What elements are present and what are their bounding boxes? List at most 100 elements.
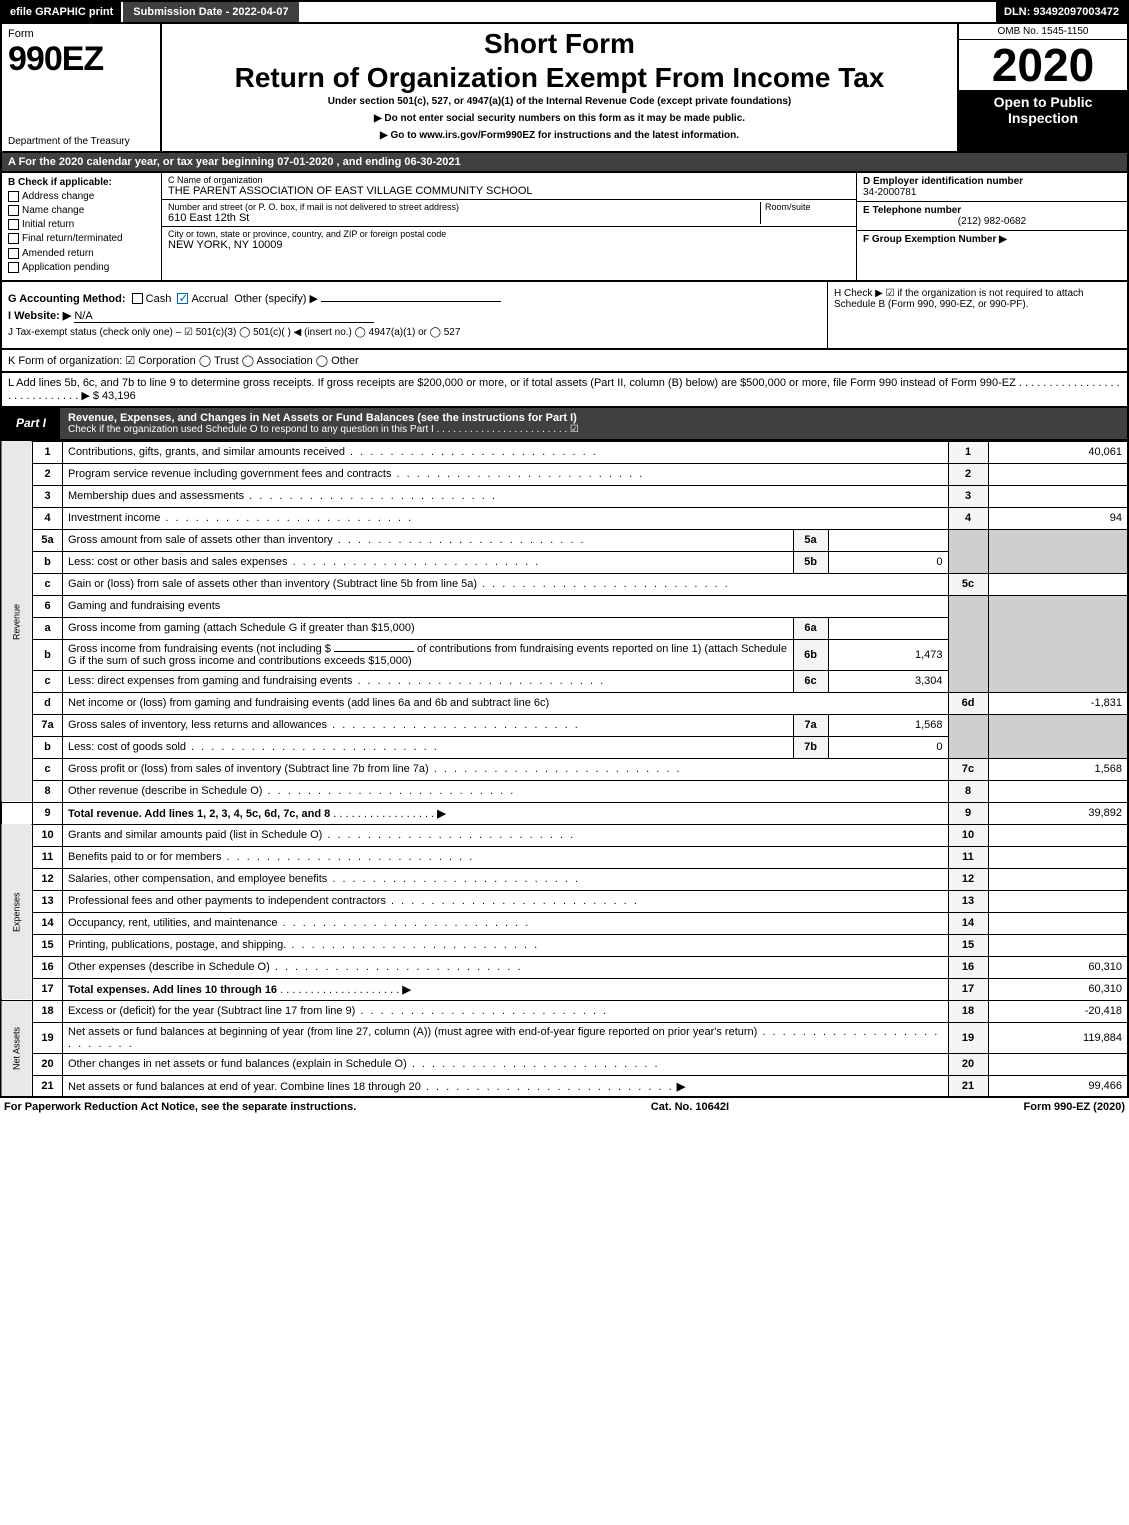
row-ghij: G Accounting Method: Cash Accrual Other … xyxy=(0,282,1129,350)
l20-num: 20 xyxy=(948,1053,988,1075)
l8-val xyxy=(988,780,1128,802)
l7b-desc: Less: cost of goods sold xyxy=(68,741,439,753)
l6-no: 6 xyxy=(33,595,63,617)
chk-final-return[interactable]: Final return/terminated xyxy=(8,233,155,244)
l16-val: 60,310 xyxy=(988,956,1128,978)
l2-num: 2 xyxy=(948,463,988,485)
l7c-num: 7c xyxy=(948,758,988,780)
l7a-subval: 1,568 xyxy=(828,714,948,736)
l5c-no: c xyxy=(33,573,63,595)
row-l-text: L Add lines 5b, 6c, and 7b to line 9 to … xyxy=(8,377,1120,402)
chk-application-pending[interactable]: Application pending xyxy=(8,262,155,273)
l6c-desc: Less: direct expenses from gaming and fu… xyxy=(68,675,605,687)
l12-num: 12 xyxy=(948,868,988,890)
row-l-value: $ 43,196 xyxy=(93,390,136,402)
l5b-subval: 0 xyxy=(828,551,948,573)
l12-no: 12 xyxy=(33,868,63,890)
form-word: Form xyxy=(8,28,154,40)
l18-desc: Excess or (deficit) for the year (Subtra… xyxy=(68,1005,608,1017)
row-h: H Check ▶ ☑ if the organization is not r… xyxy=(827,282,1127,348)
line-5a: 5a Gross amount from sale of assets othe… xyxy=(1,529,1128,551)
l16-num: 16 xyxy=(948,956,988,978)
line-6d: d Net income or (loss) from gaming and f… xyxy=(1,692,1128,714)
l10-no: 10 xyxy=(33,824,63,846)
opt-other-specify: Other (specify) ▶ xyxy=(234,293,318,305)
opt-amended-return: Amended return xyxy=(22,248,94,259)
chk-address-change[interactable]: Address change xyxy=(8,191,155,202)
l6a-desc: Gross income from gaming (attach Schedul… xyxy=(63,617,794,639)
l20-desc: Other changes in net assets or fund bala… xyxy=(68,1058,660,1070)
l10-desc: Grants and similar amounts paid (list in… xyxy=(68,829,575,841)
street-label: Number and street (or P. O. box, if mail… xyxy=(168,202,760,212)
line-10: Expenses 10 Grants and similar amounts p… xyxy=(1,824,1128,846)
l1-val: 40,061 xyxy=(988,441,1128,463)
row-j: J Tax-exempt status (check only one) – ☑… xyxy=(8,327,821,338)
part1-table: Revenue 1 Contributions, gifts, grants, … xyxy=(0,441,1129,1099)
l6d-no: d xyxy=(33,692,63,714)
line-7a: 7a Gross sales of inventory, less return… xyxy=(1,714,1128,736)
l7a-no: 7a xyxy=(33,714,63,736)
l21-num: 21 xyxy=(948,1075,988,1097)
l14-val xyxy=(988,912,1128,934)
l19-desc: Net assets or fund balances at beginning… xyxy=(68,1026,939,1050)
l11-desc: Benefits paid to or for members xyxy=(68,851,474,863)
group-exemption-label: F Group Exemption Number ▶ xyxy=(863,234,1121,245)
dln: DLN: 93492097003472 xyxy=(996,2,1127,22)
section-b: B Check if applicable: Address change Na… xyxy=(2,173,162,280)
l7a-sub: 7a xyxy=(793,714,828,736)
block-bcdef: B Check if applicable: Address change Na… xyxy=(0,173,1129,282)
line-1: Revenue 1 Contributions, gifts, grants, … xyxy=(1,441,1128,463)
l1-no: 1 xyxy=(33,441,63,463)
dept-treasury: Department of the Treasury xyxy=(8,136,154,147)
line-9: 9 Total revenue. Add lines 1, 2, 3, 4, 5… xyxy=(1,802,1128,824)
ein-value: 34-2000781 xyxy=(863,187,1121,198)
l17-num: 17 xyxy=(948,978,988,1000)
l7c-desc: Gross profit or (loss) from sales of inv… xyxy=(68,763,682,775)
opt-final-return: Final return/terminated xyxy=(22,234,123,245)
opt-accrual: Accrual xyxy=(191,293,228,305)
part1-header: Part I Revenue, Expenses, and Changes in… xyxy=(0,408,1129,441)
l6c-no: c xyxy=(33,670,63,692)
l21-val: 99,466 xyxy=(988,1075,1128,1097)
l15-val xyxy=(988,934,1128,956)
l6a-subval xyxy=(828,617,948,639)
side-revenue: Revenue xyxy=(1,441,33,802)
l10-val xyxy=(988,824,1128,846)
l5c-num: 5c xyxy=(948,573,988,595)
l8-num: 8 xyxy=(948,780,988,802)
l20-val xyxy=(988,1053,1128,1075)
side-expenses: Expenses xyxy=(1,824,33,1000)
l12-desc: Salaries, other compensation, and employ… xyxy=(68,873,580,885)
l5a-sub: 5a xyxy=(793,529,828,551)
top-bar: efile GRAPHIC print Submission Date - 20… xyxy=(0,0,1129,24)
chk-initial-return[interactable]: Initial return xyxy=(8,219,155,230)
phone-value: (212) 982-0682 xyxy=(863,216,1121,227)
side-netassets: Net Assets xyxy=(1,1000,33,1097)
opt-initial-return: Initial return xyxy=(22,219,74,230)
no-ssn-line: ▶ Do not enter social security numbers o… xyxy=(170,113,949,124)
l5c-desc: Gain or (loss) from sale of assets other… xyxy=(68,578,730,590)
row-k: K Form of organization: ☑ Corporation ◯ … xyxy=(0,350,1129,373)
part1-title: Revenue, Expenses, and Changes in Net As… xyxy=(60,408,1127,439)
tax-year: 2020 xyxy=(959,40,1127,90)
line-13: 13 Professional fees and other payments … xyxy=(1,890,1128,912)
header-right: OMB No. 1545-1150 2020 Open to Public In… xyxy=(957,24,1127,151)
line-2: 2 Program service revenue including gove… xyxy=(1,463,1128,485)
l7c-no: c xyxy=(33,758,63,780)
city-value: NEW YORK, NY 10009 xyxy=(168,239,850,251)
l8-desc: Other revenue (describe in Schedule O) xyxy=(68,785,515,797)
l7b-sub: 7b xyxy=(793,736,828,758)
chk-name-change[interactable]: Name change xyxy=(8,205,155,216)
opt-address-change: Address change xyxy=(22,191,94,202)
l13-num: 13 xyxy=(948,890,988,912)
l2-desc: Program service revenue including govern… xyxy=(68,468,644,480)
form-number: 990EZ xyxy=(8,40,154,79)
page-footer: For Paperwork Reduction Act Notice, see … xyxy=(0,1098,1129,1116)
l4-val: 94 xyxy=(988,507,1128,529)
l3-val xyxy=(988,485,1128,507)
l20-no: 20 xyxy=(33,1053,63,1075)
chk-amended-return[interactable]: Amended return xyxy=(8,248,155,259)
l15-num: 15 xyxy=(948,934,988,956)
line-21: 21 Net assets or fund balances at end of… xyxy=(1,1075,1128,1097)
l7a-desc: Gross sales of inventory, less returns a… xyxy=(68,719,580,731)
